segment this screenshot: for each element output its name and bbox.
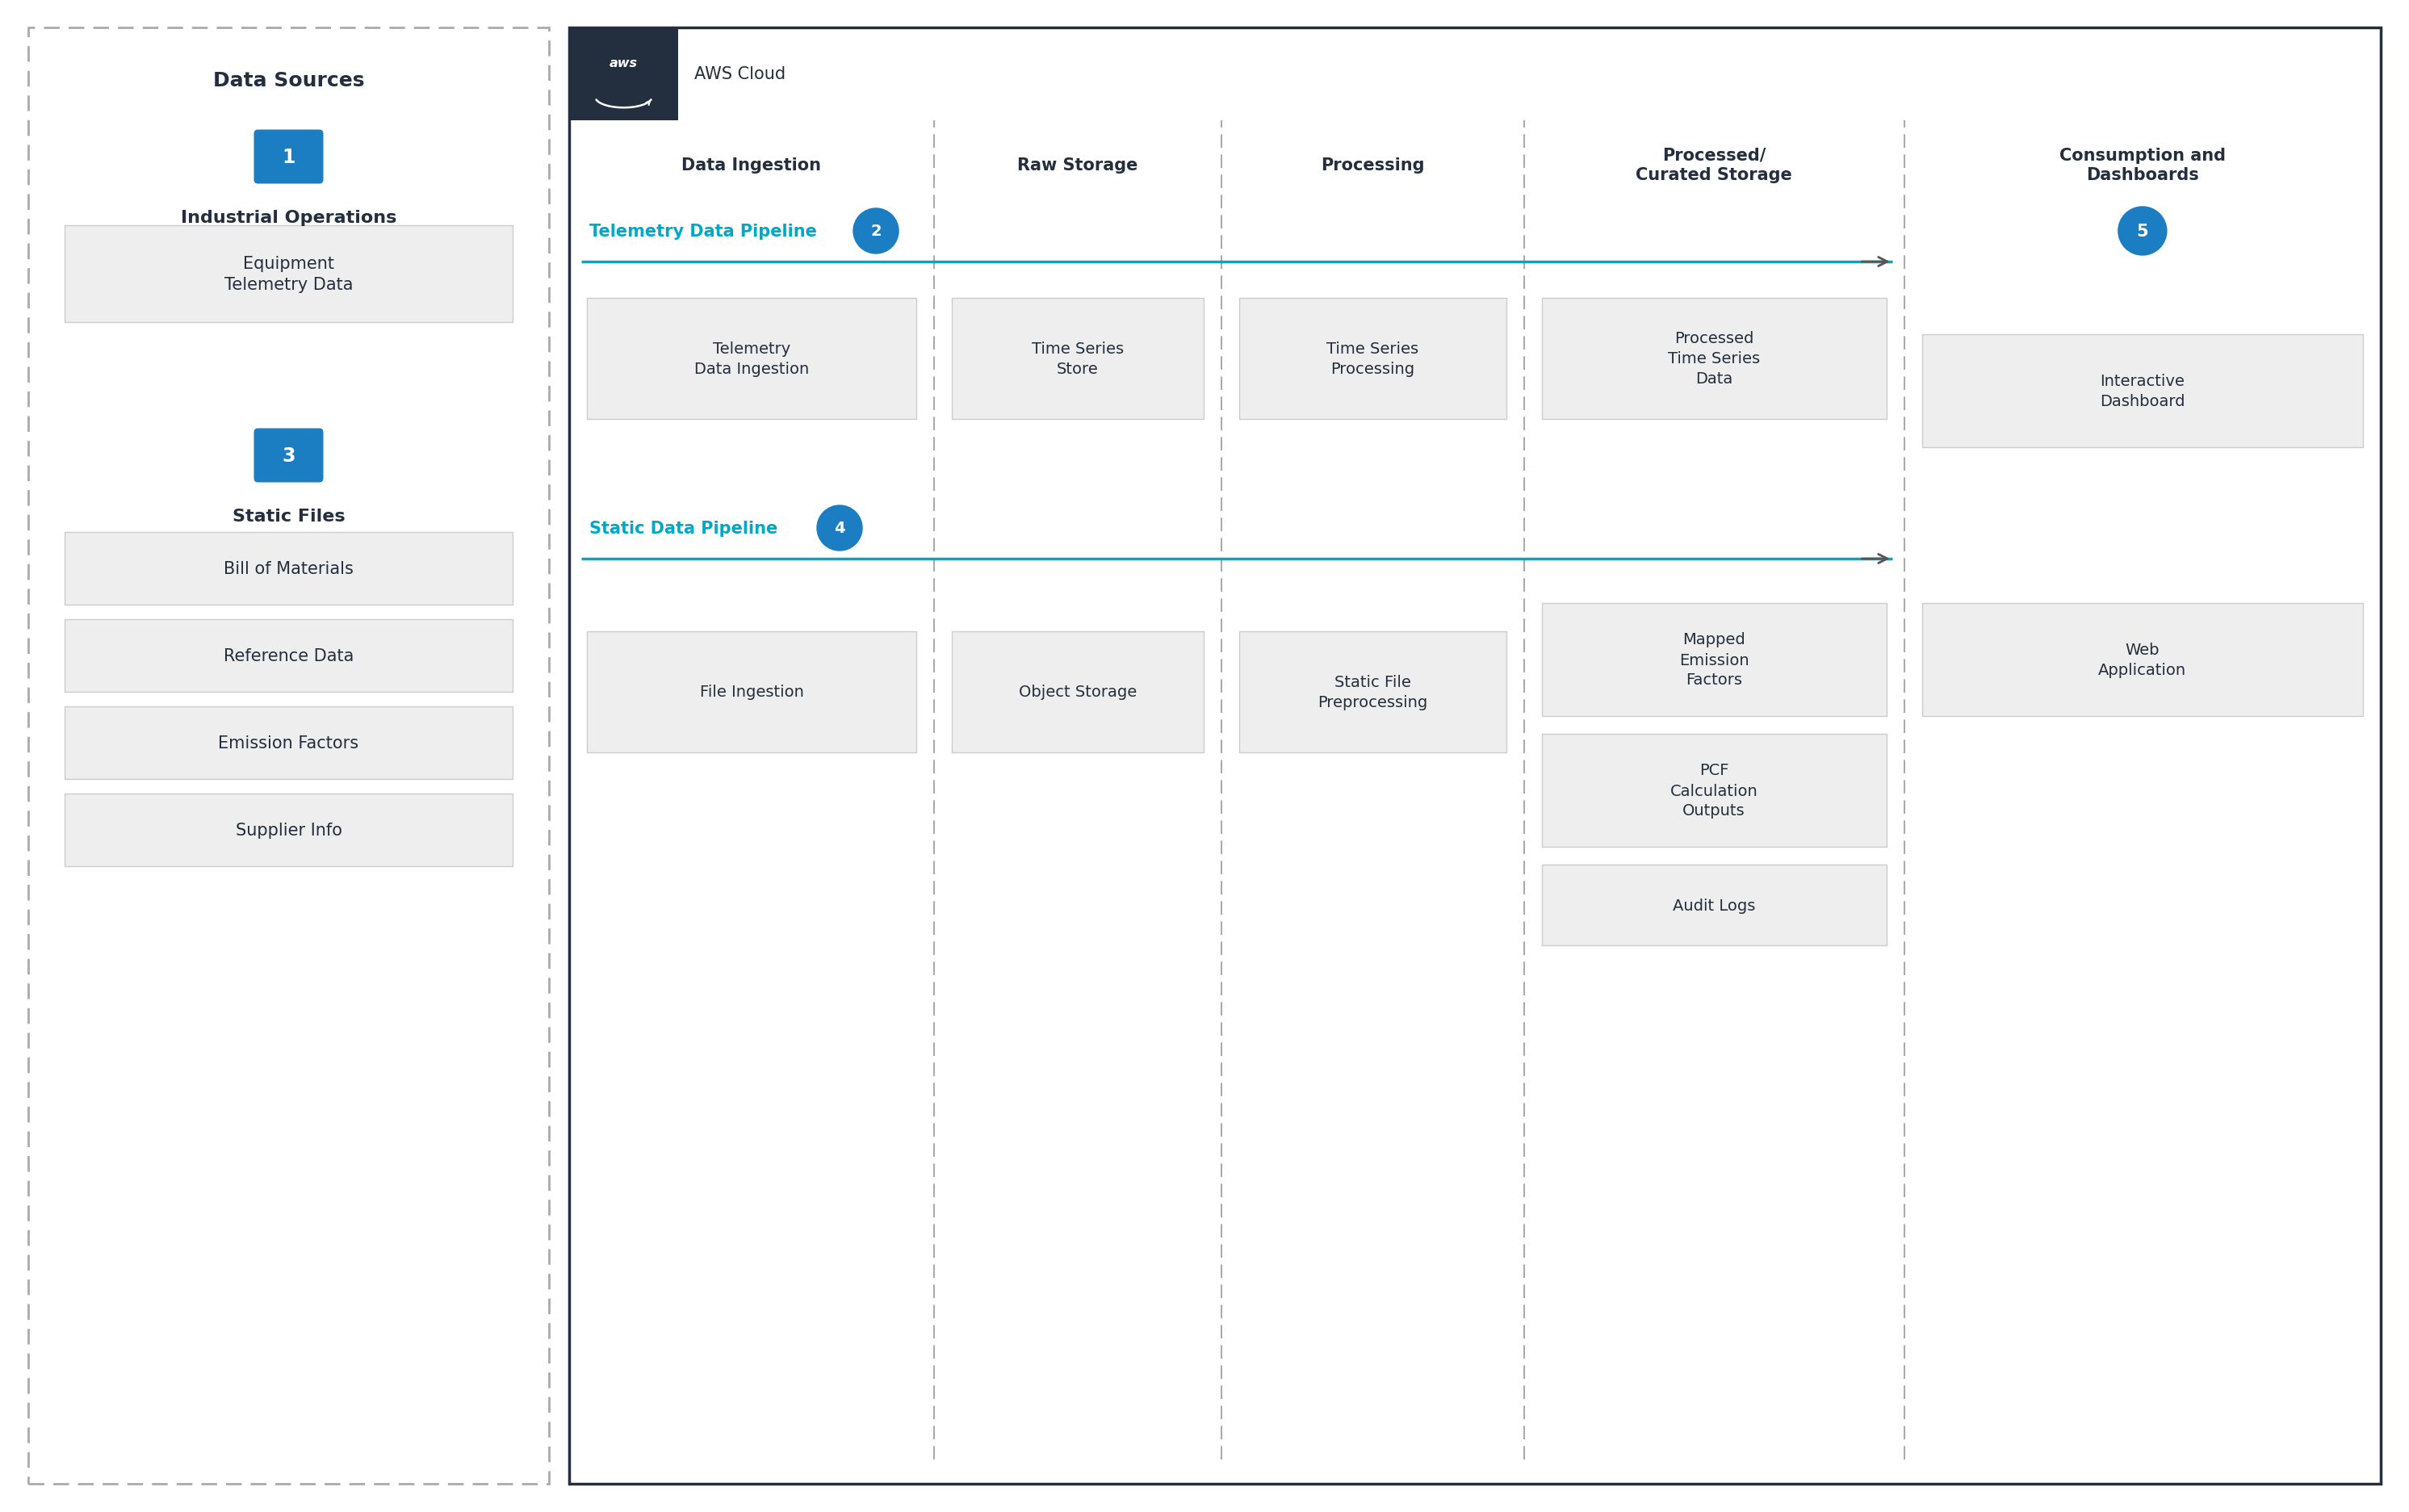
Text: Reference Data: Reference Data <box>224 647 354 664</box>
Text: AWS Cloud: AWS Cloud <box>694 67 785 83</box>
Text: 5: 5 <box>2137 224 2149 239</box>
Bar <box>952 632 1204 753</box>
Text: Static Data Pipeline: Static Data Pipeline <box>590 520 778 537</box>
Text: Equipment
Telemetry Data: Equipment Telemetry Data <box>224 256 354 293</box>
Text: Telemetry Data Pipeline: Telemetry Data Pipeline <box>590 224 817 239</box>
Bar <box>1922 334 2363 448</box>
Bar <box>65 225 513 322</box>
Text: Telemetry
Data Ingestion: Telemetry Data Ingestion <box>694 342 809 376</box>
Text: Object Storage: Object Storage <box>1019 685 1137 700</box>
Text: Mapped
Emission
Factors: Mapped Emission Factors <box>1679 632 1749 688</box>
Text: Processing: Processing <box>1320 157 1424 174</box>
FancyBboxPatch shape <box>253 429 323 482</box>
Text: Processed
Time Series
Data: Processed Time Series Data <box>1667 331 1761 387</box>
Text: Audit Logs: Audit Logs <box>1672 898 1756 913</box>
Bar <box>1238 298 1506 419</box>
Text: PCF
Calculation
Outputs: PCF Calculation Outputs <box>1669 764 1759 818</box>
Text: Industrial Operations: Industrial Operations <box>181 210 397 225</box>
Bar <box>588 632 915 753</box>
Text: Bill of Materials: Bill of Materials <box>224 561 354 578</box>
Text: 3: 3 <box>282 446 296 466</box>
Text: File Ingestion: File Ingestion <box>699 685 805 700</box>
Text: Emission Factors: Emission Factors <box>219 735 359 751</box>
Bar <box>1542 735 1886 847</box>
Circle shape <box>817 507 862 550</box>
FancyBboxPatch shape <box>253 130 323 184</box>
Bar <box>65 706 513 779</box>
Text: Data Sources: Data Sources <box>212 71 364 91</box>
Bar <box>65 620 513 692</box>
Text: Static File
Preprocessing: Static File Preprocessing <box>1318 674 1429 711</box>
Bar <box>1922 603 2363 717</box>
Bar <box>29 29 549 1483</box>
Text: Raw Storage: Raw Storage <box>1017 157 1137 174</box>
Text: 2: 2 <box>870 224 882 239</box>
Text: 1: 1 <box>282 148 296 166</box>
Circle shape <box>853 209 899 254</box>
Text: Consumption and
Dashboards: Consumption and Dashboards <box>2060 147 2226 183</box>
Text: 4: 4 <box>834 520 846 537</box>
Bar <box>952 298 1204 419</box>
Bar <box>569 29 2380 1483</box>
Text: Static Files: Static Files <box>231 508 344 525</box>
Bar <box>1542 298 1886 419</box>
Text: Web
Application: Web Application <box>2098 643 2187 677</box>
Bar <box>65 532 513 605</box>
Bar <box>588 298 915 419</box>
Text: Time Series
Processing: Time Series Processing <box>1327 342 1419 376</box>
Text: aws: aws <box>609 57 638 70</box>
Text: Supplier Info: Supplier Info <box>236 823 342 838</box>
Bar <box>1238 632 1506 753</box>
Circle shape <box>2118 207 2166 256</box>
Bar <box>569 29 679 121</box>
Bar <box>1542 865 1886 945</box>
Bar <box>1542 603 1886 717</box>
Text: Time Series
Store: Time Series Store <box>1031 342 1123 376</box>
Bar <box>65 794 513 866</box>
Text: Data Ingestion: Data Ingestion <box>682 157 821 174</box>
Text: Processed/
Curated Storage: Processed/ Curated Storage <box>1636 147 1792 183</box>
Text: Interactive
Dashboard: Interactive Dashboard <box>2101 373 2185 410</box>
